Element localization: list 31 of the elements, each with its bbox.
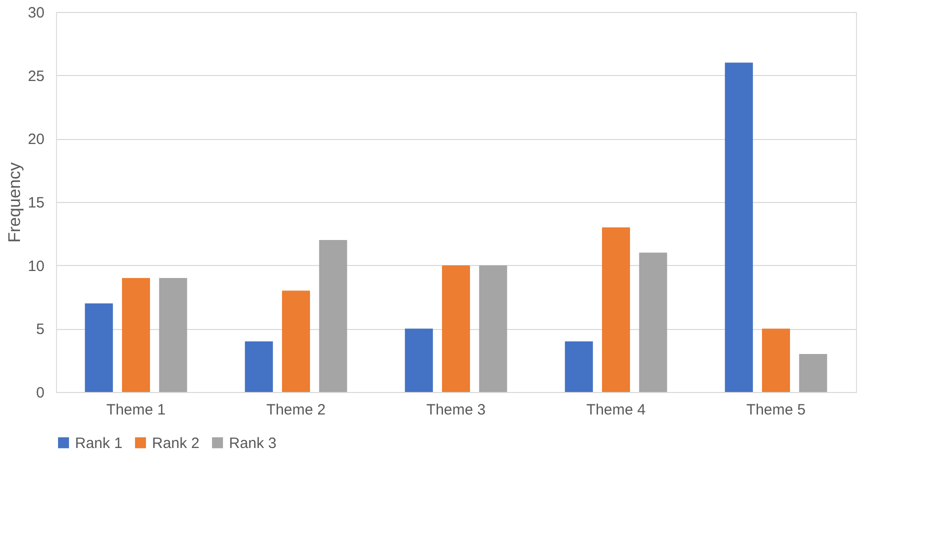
bar	[282, 290, 310, 392]
bar	[602, 227, 630, 392]
y-tick-label: 30	[28, 4, 44, 22]
bar	[639, 252, 668, 392]
bar	[84, 303, 113, 392]
x-tick-label: Theme 2	[266, 402, 326, 418]
bar	[159, 278, 188, 392]
y-tick-label: 10	[28, 258, 44, 275]
y-tick-label: 15	[28, 194, 44, 212]
y-tick-label: 25	[28, 68, 44, 85]
y-tick-label: 5	[36, 321, 44, 338]
bar	[724, 62, 753, 392]
bar	[762, 328, 790, 392]
y-tick-label: 0	[36, 384, 44, 402]
bar	[442, 265, 470, 392]
x-tick-label: Theme 3	[426, 402, 486, 418]
y-tick-label: 20	[28, 131, 44, 148]
legend-label: Rank 3	[229, 434, 277, 452]
x-tick-label: Theme 4	[586, 402, 646, 418]
bar	[479, 265, 508, 392]
bar	[799, 354, 828, 392]
legend-label: Rank 1	[75, 434, 123, 452]
bar	[319, 240, 348, 392]
bar	[244, 341, 273, 392]
x-tick-label: Theme 5	[746, 402, 806, 418]
x-tick-label: Theme 1	[106, 402, 166, 418]
bar	[404, 328, 433, 392]
bar	[564, 341, 593, 392]
bar	[122, 278, 150, 392]
legend-label: Rank 2	[152, 434, 200, 452]
y-axis-title: Frequency	[4, 162, 24, 243]
